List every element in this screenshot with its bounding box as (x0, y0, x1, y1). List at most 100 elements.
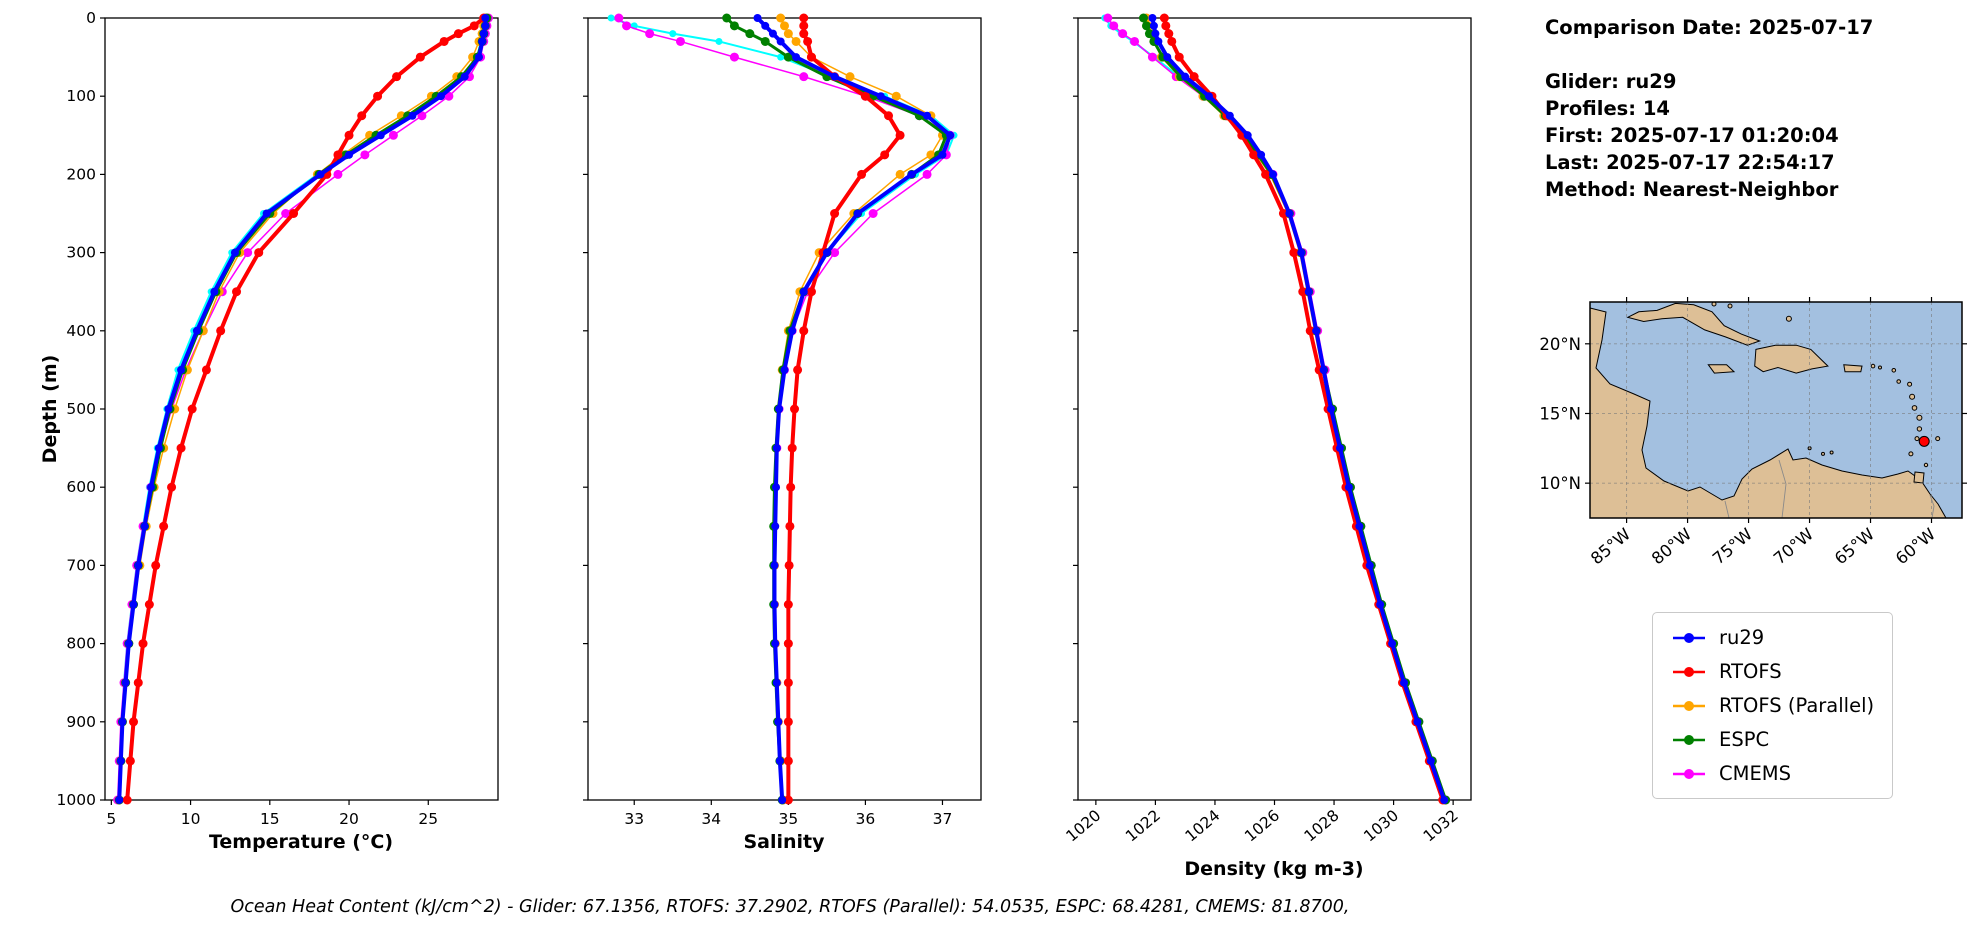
info-panel: Comparison Date: 2025-07-17 Glider: ru29… (1545, 14, 1873, 203)
series-marker-ru29 (771, 522, 780, 531)
series-marker-RTOFS (122, 795, 132, 805)
legend-item-espc: ESPC (1671, 727, 1874, 752)
series-marker-RTOFS (1174, 52, 1184, 62)
x-tick-label: 1028 (1301, 806, 1343, 845)
series-marker-RTOFS (1298, 287, 1308, 297)
series-marker-ru29 (830, 72, 839, 81)
series-marker-ESPC (1141, 21, 1151, 31)
series-marker-ru29 (1336, 444, 1344, 453)
map-lon-label: 75°W (1709, 525, 1756, 569)
y-tick-label: 400 (66, 322, 96, 340)
series-marker-RTOFS (1189, 72, 1199, 82)
series-marker-ru29 (140, 522, 149, 531)
series-marker-ru29 (154, 444, 163, 453)
x-tick-label: 37 (933, 810, 953, 828)
y-tick-label: 600 (66, 478, 96, 496)
series-marker-ru29 (1225, 111, 1234, 120)
series-line-RTOFS (786, 16, 903, 802)
series-marker-ru29 (753, 14, 762, 22)
series-marker-CMEMS (645, 29, 655, 39)
series-marker-RTOFS (803, 36, 813, 46)
map-lon-label: 85°W (1587, 525, 1634, 569)
map-graticule (1590, 302, 1962, 518)
series-marker-CMEMS (729, 52, 739, 62)
series-marker-CMEMS (1118, 29, 1128, 39)
series-marker-ru29 (1148, 14, 1157, 22)
series-marker-RTOFS-Parallel (845, 72, 855, 82)
x-tick-label: 1032 (1420, 806, 1462, 845)
legend-item-rtofs-parallel-: RTOFS (Parallel) (1671, 693, 1874, 718)
salinity-profile-chart: Salinity 33 34 35 36 37 (583, 13, 982, 853)
series-marker-ru29 (146, 483, 155, 492)
series-marker-CMEMS (868, 209, 878, 218)
series-marker-RTOFS (1261, 169, 1271, 179)
legend-label: RTOFS (Parallel) (1719, 694, 1875, 717)
land-puerto-rico (1843, 364, 1863, 373)
series-marker-RTOFS (857, 169, 867, 179)
series-marker-RTOFS (216, 326, 226, 336)
density-xlabel: Density (kg m-3) (1184, 858, 1363, 880)
series-line-ESPC (725, 16, 948, 802)
series-marker-RTOFS (144, 600, 154, 609)
series-marker-RTOFS-Parallel (783, 29, 793, 39)
map-frame (1589, 301, 1963, 519)
series-marker-ru29 (768, 29, 777, 38)
series-marker-ru29 (1440, 796, 1449, 804)
series-marker-RTOFS (125, 756, 135, 766)
series-marker-RTOFS-Parallel (791, 36, 801, 46)
x-tick-label: 1030 (1360, 806, 1402, 845)
y-tick-label: 200 (66, 165, 96, 183)
legend-marker-icon (1673, 768, 1705, 779)
map-lon-label: 65°W (1831, 525, 1878, 569)
series-marker-ru29 (481, 14, 490, 22)
series-marker-RTOFS (799, 29, 809, 39)
x-tick-label: 1024 (1182, 806, 1224, 845)
series-marker-RTOFS (860, 91, 870, 101)
series-line-RTOFS-Parallel (773, 17, 944, 801)
series-marker-RTOFS (138, 639, 148, 649)
series-marker-ru29 (124, 639, 133, 648)
series-marker-RTOFS (187, 404, 197, 414)
x-tick-label: 15 (260, 810, 280, 828)
series-marker-ru29 (1243, 131, 1252, 140)
x-tick-label: 20 (339, 810, 359, 828)
series-marker-RTOFS (806, 52, 816, 62)
series-marker-ru29 (210, 287, 219, 296)
plot-area: 5 10 15 20 25 0 100 200 300 400 500 600 700 800 900 100… (57, 9, 499, 828)
land-jamaica (1707, 364, 1736, 374)
comparison-date-text: Comparison Date: 2025-07-17 (1545, 16, 1874, 39)
series-marker-ru29 (822, 248, 831, 257)
series-marker-ru29 (1400, 678, 1409, 687)
series-marker-ru29 (876, 92, 885, 101)
series-marker-ru29 (1319, 365, 1328, 374)
series-marker-CMEMS (614, 13, 624, 23)
series-marker-ru29 (1365, 561, 1374, 570)
salinity-xlabel: Salinity (743, 831, 825, 853)
series-marker-RTOFS (783, 717, 793, 727)
series-marker-ru29 (376, 131, 385, 140)
series-marker-ru29 (345, 150, 354, 159)
series-marker-RTOFS (1249, 150, 1259, 160)
series-marker-ru29 (771, 639, 780, 648)
series-marker-RTOFS (785, 521, 795, 531)
series-marker-CMEMS (243, 248, 253, 258)
series-marker-RTOFS (783, 678, 793, 688)
series-marker-CMEMS (675, 36, 685, 46)
series-marker-RTOFS (895, 130, 905, 140)
map-lat-label: 20°N (1540, 335, 1581, 354)
series-marker-RTOFS (201, 365, 211, 375)
map-lon-label: 80°W (1648, 525, 1695, 569)
series-marker-ru29-raw (669, 30, 677, 38)
temperature-xlabel: Temperature (°C) (209, 831, 393, 853)
series-marker-ru29 (1312, 326, 1321, 335)
series-marker-ru29 (118, 717, 127, 726)
series-marker-RTOFS (333, 150, 343, 160)
glider-location-marker (1918, 435, 1930, 447)
series-marker-ru29 (116, 756, 125, 765)
series-marker-RTOFS (830, 209, 840, 218)
series-marker-RTOFS (784, 560, 794, 570)
series-marker-RTOFS (232, 287, 242, 297)
series-marker-RTOFS (799, 21, 809, 31)
series-marker-ESPC (745, 29, 755, 39)
